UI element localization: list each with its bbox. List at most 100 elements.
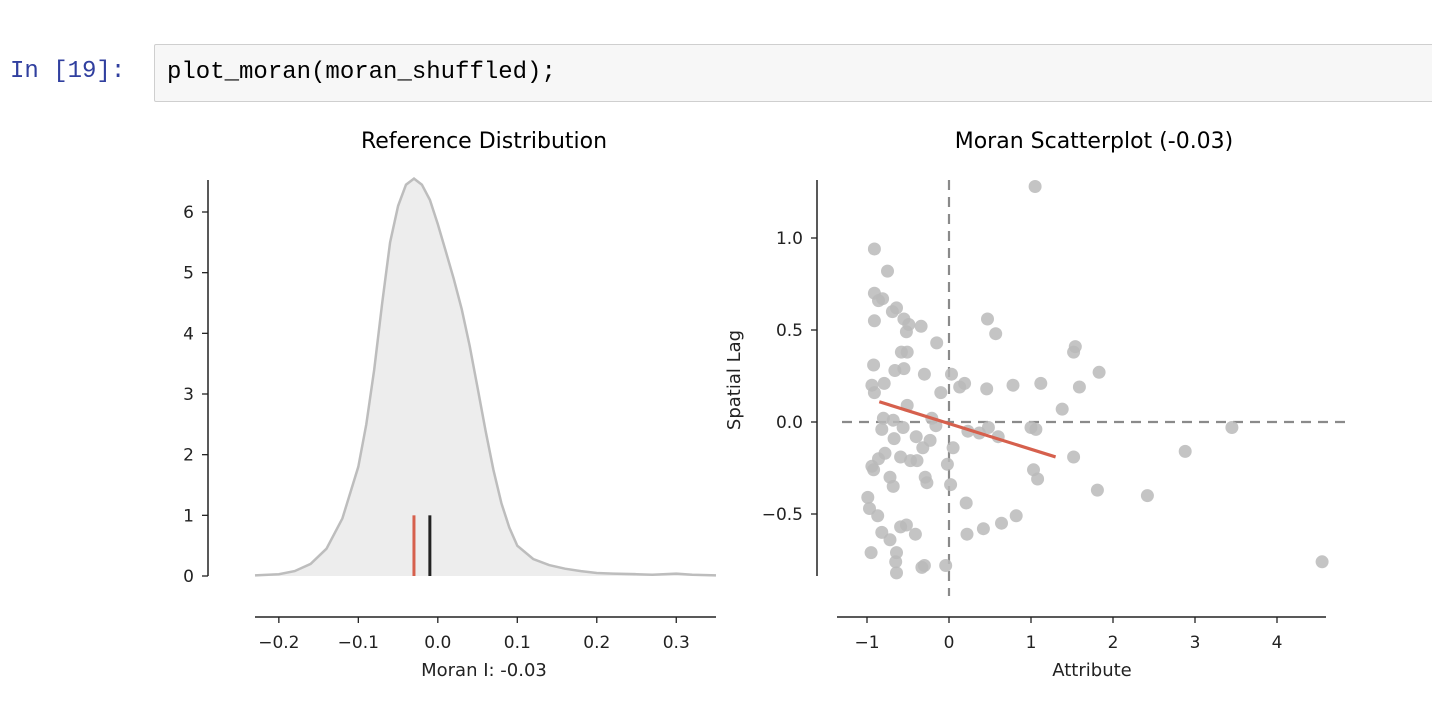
y-ticks: −0.5 0.0 0.5 1.0 (762, 229, 817, 525)
reference-distribution-plot: Reference Distribution 0 1 2 3 4 5 6 −0.2 −0.1 0… (183, 129, 717, 681)
y-tick-label: −0.5 (762, 505, 803, 525)
scatter-point (890, 301, 903, 315)
scatter-point (939, 559, 953, 572)
scatter-point (1031, 472, 1045, 486)
scatter-point (1090, 483, 1104, 497)
scatter-point (914, 319, 928, 333)
y-tick-label: 6 (183, 203, 194, 223)
scatter-point (877, 376, 891, 390)
x-tick-label: −1 (854, 633, 879, 653)
scatter-point (890, 566, 903, 580)
y-axis-label: Spatial Lag (724, 330, 745, 430)
scatter-point (875, 422, 889, 436)
density-area (255, 178, 716, 576)
scatter-point (930, 336, 944, 350)
scatter-point (1068, 340, 1082, 354)
scatter-point (896, 421, 910, 434)
density-curve (254, 177, 717, 577)
x-tick-label: 0.0 (424, 633, 451, 653)
scatter-point (1092, 365, 1106, 379)
x-tick-label: 1 (1026, 633, 1037, 653)
scatter-point (1055, 402, 1069, 416)
scatter-point (867, 358, 881, 372)
scatter-point (944, 478, 958, 492)
x-tick-label: 0.3 (663, 633, 690, 653)
fit-line (878, 400, 1057, 459)
scatter-point (864, 546, 878, 560)
scatter-point (886, 479, 900, 493)
scatter-point (976, 522, 990, 536)
scatter-point (867, 242, 881, 256)
scatter-point (894, 450, 908, 464)
scatter-point (894, 520, 908, 534)
y-tick-label: 0.5 (776, 321, 803, 341)
scatter-point (1006, 378, 1020, 392)
scatter-point (1067, 450, 1081, 464)
scatter-point (1028, 180, 1042, 193)
scatter-point (940, 457, 954, 471)
scatter-point (867, 386, 881, 400)
scatter-point (867, 314, 881, 328)
scatter-point (897, 362, 911, 376)
x-tick-label: 0 (944, 633, 955, 653)
y-tick-label: 2 (183, 446, 194, 466)
y-tick-label: 0.0 (776, 413, 803, 433)
scatter-point (917, 367, 931, 381)
scatter-point (886, 413, 900, 427)
reference-lines (842, 180, 1346, 596)
y-ticks: 0 1 2 3 4 5 6 (183, 203, 208, 587)
scatter-point (920, 476, 934, 490)
scatter-point (1315, 555, 1329, 569)
x-tick-label: 4 (1272, 633, 1283, 653)
scatter-point (1140, 489, 1154, 503)
scatter-point (980, 382, 994, 396)
scatter-point (917, 559, 931, 572)
scatter-point (871, 509, 885, 523)
scatter-point (1009, 509, 1023, 523)
x-tick-label: 0.2 (583, 633, 610, 653)
x-tick-label: 0.1 (504, 633, 531, 653)
y-tick-label: 0 (183, 567, 194, 587)
scatter-point (909, 430, 923, 444)
x-ticks: −1 0 1 2 3 4 (854, 617, 1282, 653)
y-tick-label: 3 (183, 385, 194, 405)
scatter-point (1225, 421, 1239, 434)
x-axis-label: Moran I: -0.03 (421, 660, 547, 681)
scatter-point (1072, 380, 1086, 394)
scatter-point (875, 525, 889, 539)
scatter-point (1034, 376, 1048, 390)
scatter-point (881, 264, 894, 278)
scatter-point (878, 446, 892, 460)
chart-title: Moran Scatterplot (-0.03) (955, 129, 1234, 154)
scatter-point (861, 490, 875, 504)
scatter-point (876, 292, 890, 306)
scatter-point (887, 432, 901, 446)
scatter-point (890, 546, 903, 560)
scatter-point (946, 441, 960, 455)
code-text: plot_moran(moran_shuffled); (167, 59, 556, 86)
scatter-point (958, 376, 972, 390)
y-tick-label: 1.0 (776, 229, 803, 249)
markers (412, 515, 432, 576)
scatter-point (899, 325, 913, 339)
scatter-point (995, 516, 1008, 530)
scatter-point (923, 433, 937, 447)
scatter-point (945, 367, 958, 381)
scatter-point (959, 496, 973, 510)
code-input[interactable]: plot_moran(moran_shuffled); (154, 44, 1432, 102)
scatter-point (900, 345, 914, 359)
scatter-point (908, 527, 922, 541)
moran-scatterplot: Moran Scatterplot (-0.03) −0.50.00.51.0 … (724, 129, 1346, 681)
scatter-points (861, 180, 1329, 580)
x-tick-label: 2 (1108, 633, 1119, 653)
x-tick-label: −0.2 (258, 633, 299, 653)
scatter-point (876, 411, 890, 425)
x-axis-label: Attribute (1052, 660, 1131, 681)
x-ticks: −0.2 −0.1 0.0 0.1 0.2 0.3 (258, 617, 690, 653)
y-tick-label: 4 (183, 324, 194, 344)
scatter-point (910, 454, 924, 468)
scatter-point (960, 527, 974, 541)
y-tick-label: 1 (183, 506, 194, 526)
scatter-point (1178, 444, 1192, 458)
